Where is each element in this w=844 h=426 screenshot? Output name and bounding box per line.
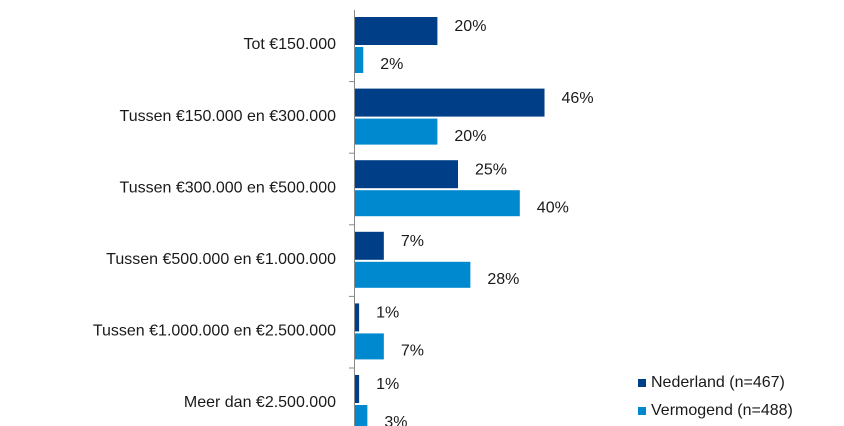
bar bbox=[355, 17, 438, 45]
data-label: 2% bbox=[380, 56, 403, 73]
y-tick-label: Tussen €1.000.000 en €2.500.000 bbox=[93, 323, 336, 340]
y-tick-label: Tussen €150.000 en €300.000 bbox=[120, 108, 337, 125]
data-label: 7% bbox=[401, 233, 424, 250]
legend-swatch bbox=[638, 407, 646, 415]
legend-label: Nederland (n=467) bbox=[651, 374, 785, 391]
bar bbox=[355, 261, 471, 288]
y-tick-label: Tussen €500.000 en €1.000.000 bbox=[106, 251, 336, 268]
bar bbox=[355, 118, 438, 145]
legend-swatch bbox=[638, 379, 646, 387]
data-label: 1% bbox=[376, 305, 399, 322]
bar bbox=[355, 47, 364, 73]
bar bbox=[355, 160, 458, 189]
data-label: 1% bbox=[376, 376, 399, 393]
bar bbox=[355, 231, 384, 260]
y-tick-label: Meer dan €2.500.000 bbox=[184, 394, 336, 411]
data-label: 28% bbox=[487, 271, 519, 288]
bar bbox=[355, 375, 360, 403]
data-label: 20% bbox=[454, 128, 486, 145]
data-label: 3% bbox=[384, 414, 407, 426]
legend-label: Vermogend (n=488) bbox=[651, 402, 793, 419]
bar bbox=[355, 405, 368, 426]
bar bbox=[355, 303, 360, 332]
bar bbox=[355, 333, 384, 360]
data-label: 46% bbox=[562, 90, 594, 107]
data-label: 20% bbox=[454, 18, 486, 35]
bar bbox=[355, 88, 545, 117]
y-tick-label: Tussen €300.000 en €500.000 bbox=[120, 179, 337, 196]
data-label: 25% bbox=[475, 161, 507, 178]
data-label: 40% bbox=[537, 199, 569, 216]
data-label: 7% bbox=[401, 343, 424, 360]
y-tick-label: Tot €150.000 bbox=[243, 36, 336, 53]
bar bbox=[355, 190, 520, 217]
